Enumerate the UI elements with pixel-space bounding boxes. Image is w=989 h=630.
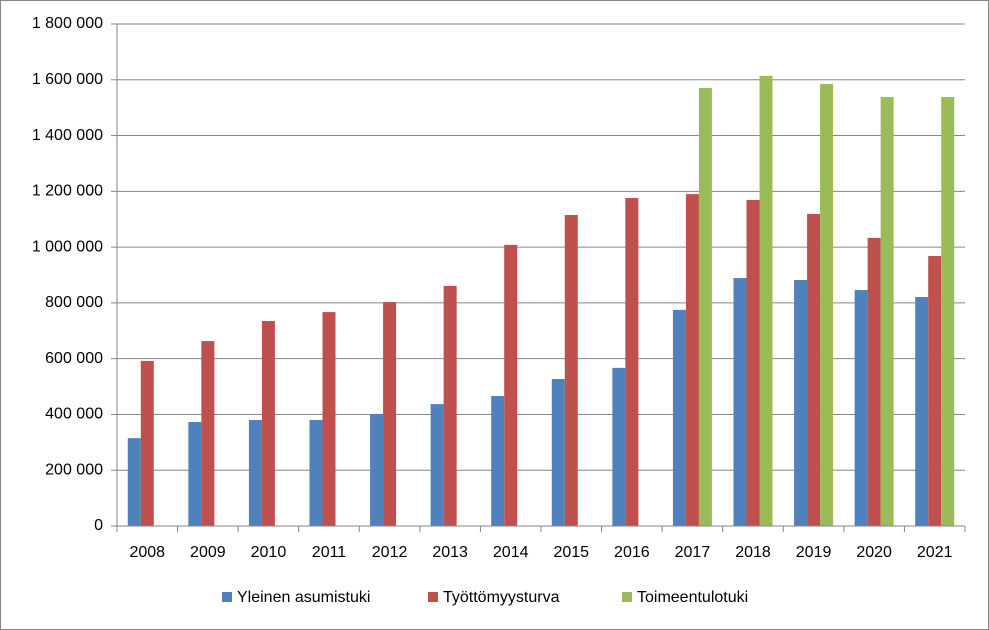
legend-swatch	[622, 592, 632, 602]
y-tick-label: 600 000	[45, 350, 103, 367]
bar	[880, 97, 894, 527]
bar	[685, 194, 699, 526]
bar	[551, 379, 565, 526]
bar	[941, 97, 955, 527]
x-tick-label: 2018	[735, 544, 771, 561]
bar	[491, 396, 505, 526]
x-tick-label: 2020	[856, 544, 892, 561]
bar	[248, 420, 262, 526]
x-tick-label: 2016	[614, 544, 650, 561]
bar	[201, 341, 215, 526]
bar	[746, 199, 760, 526]
bar	[733, 278, 747, 526]
x-tick-label: 2019	[796, 544, 832, 561]
bar	[430, 404, 444, 526]
y-tick-label: 1 000 000	[32, 238, 103, 255]
bar	[140, 360, 154, 526]
y-tick-label: 1 400 000	[32, 127, 103, 144]
bar	[867, 237, 881, 526]
y-tick-label: 1 600 000	[32, 71, 103, 88]
bar	[915, 297, 929, 526]
bar	[807, 213, 821, 526]
legend-label: Toimeentulotuki	[637, 589, 748, 606]
bar	[564, 215, 578, 527]
bar	[383, 302, 397, 526]
bar	[261, 321, 275, 526]
bar	[309, 420, 323, 526]
x-tick-label: 2014	[493, 544, 529, 561]
bar	[127, 438, 141, 526]
bar	[794, 280, 808, 526]
x-tick-label: 2008	[129, 544, 165, 561]
bar	[854, 290, 868, 526]
legend-swatch	[222, 592, 232, 602]
y-tick-label: 1 800 000	[32, 15, 103, 32]
x-tick-label: 2009	[190, 544, 226, 561]
y-tick-label: 0	[94, 517, 103, 534]
bar	[672, 309, 686, 526]
bar	[612, 367, 626, 526]
x-tick-label: 2021	[917, 544, 953, 561]
legend-label: Työttömyysturva	[443, 589, 560, 606]
bar	[443, 285, 457, 526]
x-tick-label: 2011	[312, 544, 347, 561]
bar	[625, 198, 639, 526]
legend-label: Yleinen asumistuki	[237, 589, 370, 606]
y-tick-label: 200 000	[45, 461, 103, 478]
bar	[322, 312, 336, 526]
y-tick-label: 400 000	[45, 406, 103, 423]
x-tick-label: 2017	[675, 544, 711, 561]
legend-swatch	[428, 592, 438, 602]
bar	[820, 83, 834, 526]
x-tick-label: 2013	[432, 544, 468, 561]
bar	[370, 413, 384, 526]
bar	[188, 421, 202, 526]
x-tick-label: 2012	[372, 544, 408, 561]
bar	[759, 75, 773, 526]
bar	[698, 87, 712, 527]
x-tick-label: 2010	[251, 544, 287, 561]
x-tick-label: 2015	[553, 544, 589, 561]
y-tick-label: 800 000	[45, 294, 103, 311]
bar	[928, 256, 942, 526]
bar	[504, 244, 518, 526]
y-tick-label: 1 200 000	[32, 183, 103, 200]
